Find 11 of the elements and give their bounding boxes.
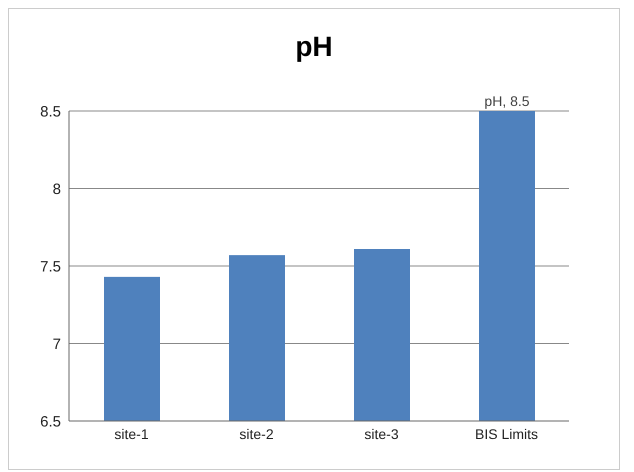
- y-tick-label: 7: [52, 336, 61, 353]
- x-tick-label: site-1: [114, 426, 149, 442]
- x-tick-label: site-3: [364, 426, 399, 442]
- chart-title: pH: [294, 31, 334, 64]
- x-tick-label: BIS Limits: [474, 426, 538, 442]
- x-tick-label: site-2: [239, 426, 274, 442]
- y-tick-label: 7.5: [40, 258, 61, 276]
- y-tick-label: 8.5: [40, 103, 61, 120]
- data-label: pH, 8.5: [484, 93, 530, 109]
- y-tick-label: 6.5: [40, 413, 61, 430]
- y-tick-label: 8: [52, 180, 61, 198]
